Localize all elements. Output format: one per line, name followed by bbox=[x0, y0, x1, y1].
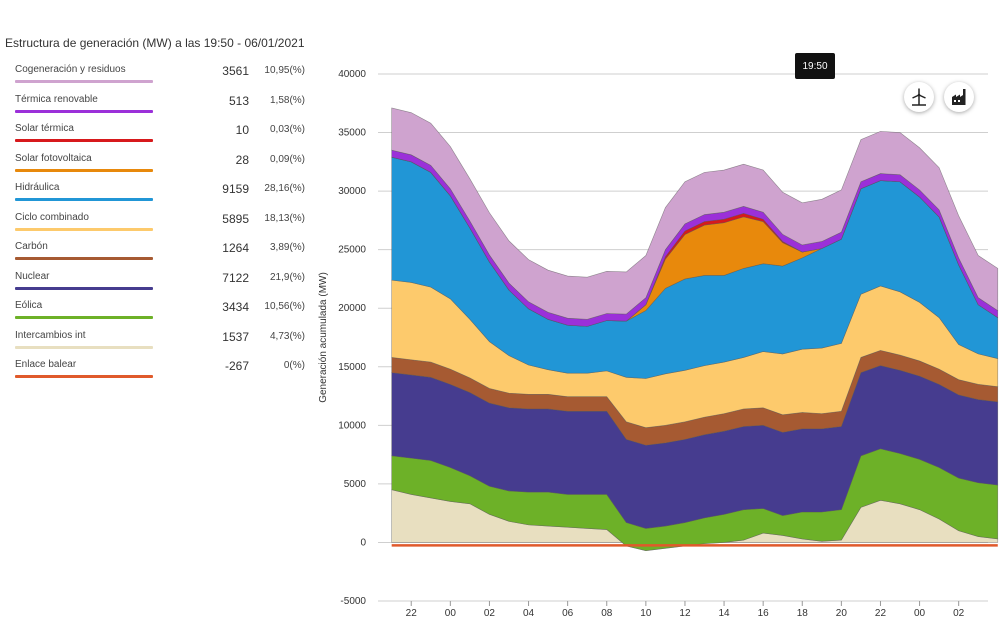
legend-item[interactable]: Eólica 3434 10,56(%) bbox=[15, 298, 305, 328]
x-tick-label: 22 bbox=[406, 608, 418, 619]
legend-item-value: 1537 bbox=[222, 329, 249, 344]
legend-color-line bbox=[15, 375, 153, 378]
hover-tooltip: 19:50 bbox=[795, 53, 835, 79]
x-tick-label: 00 bbox=[445, 608, 457, 619]
legend-item-label: Cogeneración y residuos bbox=[15, 64, 126, 75]
y-tick-label: 40000 bbox=[338, 69, 366, 80]
legend-item[interactable]: Cogeneración y residuos 3561 10,95(%) bbox=[15, 62, 305, 92]
legend-item[interactable]: Carbón 1264 3,89(%) bbox=[15, 239, 305, 269]
legend-color-line bbox=[15, 316, 153, 319]
legend-item-percent: 1,58(%) bbox=[269, 94, 305, 106]
y-tick-label: 35000 bbox=[338, 128, 366, 139]
y-tick-label: 5000 bbox=[344, 479, 367, 490]
legend-item[interactable]: Nuclear 7122 21,9(%) bbox=[15, 269, 305, 299]
page-title: Estructura de generación (MW) a las 19:5… bbox=[5, 36, 305, 50]
x-tick-label: 02 bbox=[953, 608, 965, 619]
y-tick-label: 20000 bbox=[338, 303, 366, 314]
y-axis-label: Generación acumulada (MW) bbox=[318, 272, 329, 403]
legend-item[interactable]: Ciclo combinado 5895 18,13(%) bbox=[15, 210, 305, 240]
legend-item-label: Solar térmica bbox=[15, 123, 74, 134]
y-tick-label: 30000 bbox=[338, 186, 366, 197]
legend-item-label: Térmica renovable bbox=[15, 93, 98, 105]
x-tick-label: 08 bbox=[601, 608, 613, 619]
legend-item-label: Hidráulica bbox=[15, 182, 60, 193]
legend-item-percent: 0(%) bbox=[283, 360, 305, 371]
y-tick-label: 25000 bbox=[338, 245, 366, 256]
legend-color-line bbox=[15, 257, 153, 260]
legend-item-percent: 0,09(%) bbox=[269, 153, 305, 165]
x-tick-label: 02 bbox=[484, 608, 496, 619]
legend-item[interactable]: Solar fotovoltaica 28 0,09(%) bbox=[15, 151, 305, 181]
legend-item-label: Intercambios int bbox=[15, 329, 86, 341]
y-tick-label: -5000 bbox=[340, 596, 366, 607]
legend-color-line bbox=[15, 168, 153, 172]
legend-color-line bbox=[15, 345, 153, 349]
legend-item[interactable]: Enlace balear -267 0(%) bbox=[15, 357, 305, 387]
x-tick-label: 20 bbox=[836, 608, 848, 619]
x-tick-label: 10 bbox=[640, 608, 652, 619]
y-tick-label: 10000 bbox=[338, 420, 366, 431]
x-tick-label: 18 bbox=[797, 608, 809, 619]
legend-color-line bbox=[15, 198, 153, 201]
legend-item-percent: 0,03(%) bbox=[269, 124, 305, 135]
legend: Cogeneración y residuos 3561 10,95(%) Térmi… bbox=[15, 62, 305, 387]
x-tick-label: 12 bbox=[679, 608, 691, 619]
wind-turbine-button[interactable] bbox=[904, 82, 934, 112]
legend-item-value: -267 bbox=[224, 359, 249, 373]
legend-item-percent: 18,13(%) bbox=[264, 212, 305, 224]
legend-item-value: 3434 bbox=[222, 300, 249, 314]
legend-item-percent: 10,95(%) bbox=[264, 65, 305, 76]
legend-item-value: 1264 bbox=[222, 241, 249, 255]
y-tick-label: 0 bbox=[360, 537, 366, 548]
factory-icon bbox=[952, 89, 966, 105]
legend-item-value: 28 bbox=[235, 152, 249, 167]
stacked-area-chart: -5000 0 5000 10000 15000 20000 25000 30000 35000… bbox=[318, 69, 999, 619]
wind-turbine-icon bbox=[912, 88, 926, 106]
legend-item-label: Carbón bbox=[15, 241, 48, 252]
legend-item-value: 10 bbox=[235, 123, 249, 137]
legend-item-label: Ciclo combinado bbox=[15, 211, 89, 223]
x-tick-label: 22 bbox=[875, 608, 887, 619]
legend-item-percent: 28,16(%) bbox=[264, 183, 305, 194]
legend-item-label: Nuclear bbox=[15, 270, 50, 282]
legend-item-label: Solar fotovoltaica bbox=[15, 152, 92, 164]
legend-item-value: 5895 bbox=[222, 211, 249, 226]
x-tick-label: 16 bbox=[758, 608, 770, 619]
legend-item-label: Eólica bbox=[15, 300, 43, 311]
legend-item-percent: 10,56(%) bbox=[264, 301, 305, 312]
y-tick-label: 15000 bbox=[338, 362, 366, 373]
legend-color-line bbox=[15, 286, 153, 290]
legend-item-value: 3561 bbox=[222, 64, 249, 78]
legend-color-line bbox=[15, 227, 153, 231]
legend-item-label: Enlace balear bbox=[15, 359, 77, 370]
legend-item-value: 7122 bbox=[222, 270, 249, 285]
x-tick-label: 06 bbox=[562, 608, 574, 619]
legend-color-line bbox=[15, 109, 153, 113]
legend-item-percent: 4,73(%) bbox=[269, 330, 305, 342]
factory-button[interactable] bbox=[944, 82, 974, 112]
legend-item-value: 513 bbox=[228, 93, 249, 108]
legend-color-line bbox=[15, 80, 153, 83]
x-tick-label: 04 bbox=[523, 608, 535, 619]
legend-item[interactable]: Solar térmica 10 0,03(%) bbox=[15, 121, 305, 151]
legend-item[interactable]: Intercambios int 1537 4,73(%) bbox=[15, 328, 305, 358]
legend-item[interactable]: Hidráulica 9159 28,16(%) bbox=[15, 180, 305, 210]
x-tick-label: 00 bbox=[914, 608, 926, 619]
legend-item-value: 9159 bbox=[222, 182, 249, 196]
legend-item[interactable]: Térmica renovable 513 1,58(%) bbox=[15, 92, 305, 122]
legend-color-line bbox=[15, 139, 153, 142]
x-tick-label: 14 bbox=[718, 608, 730, 619]
legend-item-percent: 21,9(%) bbox=[269, 271, 305, 283]
legend-item-percent: 3,89(%) bbox=[269, 242, 305, 253]
area-9[interactable] bbox=[391, 107, 999, 320]
